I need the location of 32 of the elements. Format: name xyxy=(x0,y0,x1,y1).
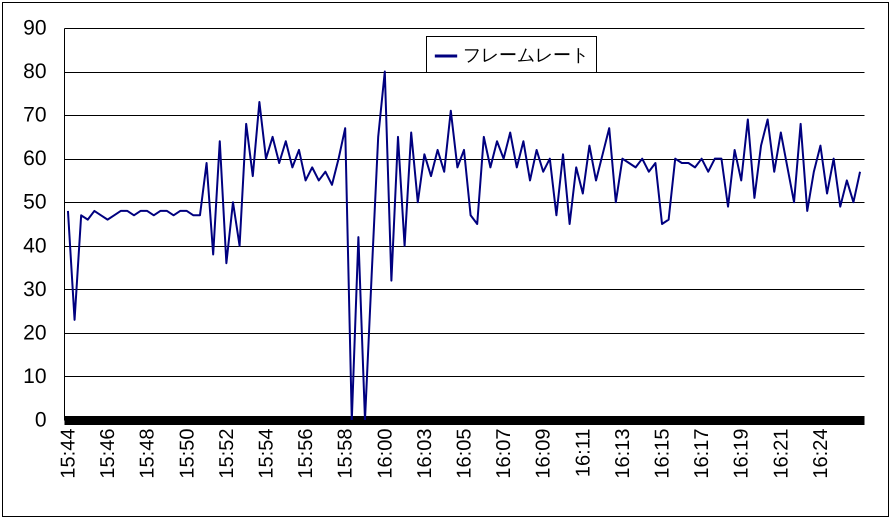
x-tick-label: 15:54 xyxy=(255,428,278,479)
x-tick-label: 15:56 xyxy=(295,428,318,479)
x-tick-label: 15:48 xyxy=(136,428,159,479)
y-tick-label: 90 xyxy=(23,16,46,40)
y-tick-label: 20 xyxy=(23,321,46,344)
x-tick-label: 16:07 xyxy=(493,428,516,479)
x-tick-label: 16:17 xyxy=(691,428,714,479)
x-tick-label: 16:09 xyxy=(532,428,555,479)
y-tick-label: 30 xyxy=(23,278,46,301)
y-tick-label: 0 xyxy=(34,408,46,432)
x-tick-label: 15:58 xyxy=(334,428,357,479)
y-tick-label: 40 xyxy=(23,234,46,258)
y-tick-label: 60 xyxy=(23,147,46,170)
x-tick-label: 16:13 xyxy=(612,428,634,479)
x-tick-label: 16:05 xyxy=(454,428,476,479)
line-series xyxy=(66,70,862,420)
y-tick-label: 80 xyxy=(23,60,46,84)
x-tick-label: 16:21 xyxy=(770,428,792,479)
x-tick-label: 16:24 xyxy=(810,428,832,479)
y-tick-label: 50 xyxy=(23,190,46,214)
legend-label: フレームレート xyxy=(463,45,589,65)
y-tick-label: 70 xyxy=(23,104,46,127)
y-tick-label: 10 xyxy=(23,364,46,388)
x-tick-label: 16:11 xyxy=(572,428,594,478)
x-tick-label: 16:03 xyxy=(414,428,436,479)
x-tick-label: 16:15 xyxy=(652,428,674,479)
x-tick-label: 15:44 xyxy=(57,428,80,479)
x-tick-label: 15:46 xyxy=(97,428,120,479)
x-tick-label: 16:00 xyxy=(374,428,396,479)
x-tick-label: 15:50 xyxy=(176,428,198,479)
x-tick-label: 15:52 xyxy=(216,428,238,479)
x-tick-label: 16:19 xyxy=(730,428,753,479)
